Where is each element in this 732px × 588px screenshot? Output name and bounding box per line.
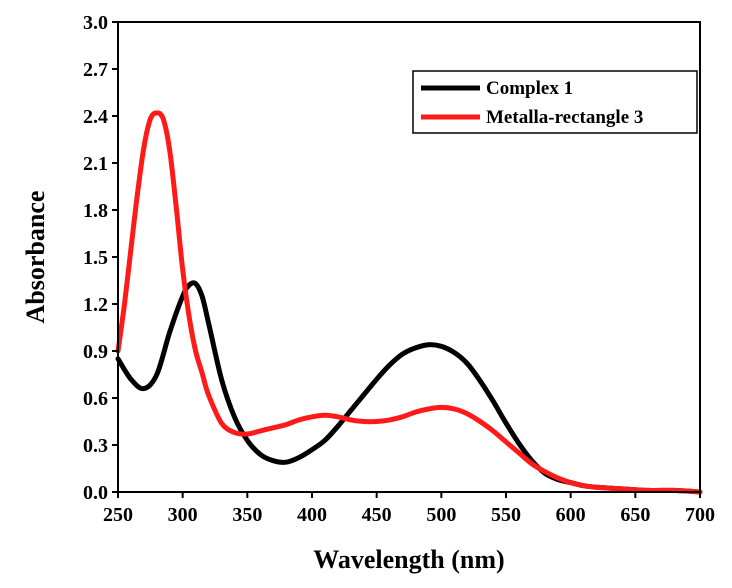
x-tick-label: 700 bbox=[685, 504, 715, 526]
y-tick-label: 2.1 bbox=[83, 153, 108, 175]
y-tick-label: 3.0 bbox=[83, 12, 108, 34]
x-tick-label: 300 bbox=[168, 504, 198, 526]
y-tick-label: 0.9 bbox=[83, 341, 108, 363]
y-tick-label: 2.4 bbox=[83, 106, 108, 128]
y-axis: 0.0 0.3 0.6 0.9 1.2 1.5 1.8 2.1 2.4 2.7 3.0 bbox=[83, 12, 118, 504]
series-line-metalla-rectangle-3 bbox=[115, 110, 703, 495]
curves-layer bbox=[115, 110, 703, 495]
x-tick-label: 400 bbox=[297, 504, 327, 526]
y-tick-label: 1.5 bbox=[83, 247, 108, 269]
x-tick-label: 350 bbox=[232, 504, 262, 526]
legend: Complex 1 Metalla-rectangle 3 bbox=[412, 70, 698, 134]
legend-label-metalla-rectangle-3: Metalla-rectangle 3 bbox=[486, 107, 643, 128]
y-tick-label: 0.0 bbox=[83, 482, 108, 504]
y-tick-label: 1.8 bbox=[83, 200, 108, 222]
x-tick-label: 250 bbox=[103, 504, 133, 526]
x-tick-label: 450 bbox=[362, 504, 392, 526]
x-axis-title: Wavelength (nm) bbox=[313, 545, 504, 574]
x-tick-label: 650 bbox=[620, 504, 650, 526]
x-tick-label: 500 bbox=[426, 504, 456, 526]
y-tick-label: 1.2 bbox=[83, 294, 108, 316]
x-tick-label: 550 bbox=[491, 504, 521, 526]
x-axis: 250 300 350 400 450 500 550 600 650 700 bbox=[103, 492, 715, 526]
y-tick-label: 0.3 bbox=[83, 435, 108, 457]
legend-box bbox=[412, 70, 698, 134]
y-tick-label: 2.7 bbox=[83, 59, 108, 81]
y-tick-label: 0.6 bbox=[83, 388, 108, 410]
legend-label-complex-1: Complex 1 bbox=[486, 78, 573, 99]
x-tick-label: 600 bbox=[556, 504, 586, 526]
y-axis-title: Absorbance bbox=[21, 191, 50, 324]
